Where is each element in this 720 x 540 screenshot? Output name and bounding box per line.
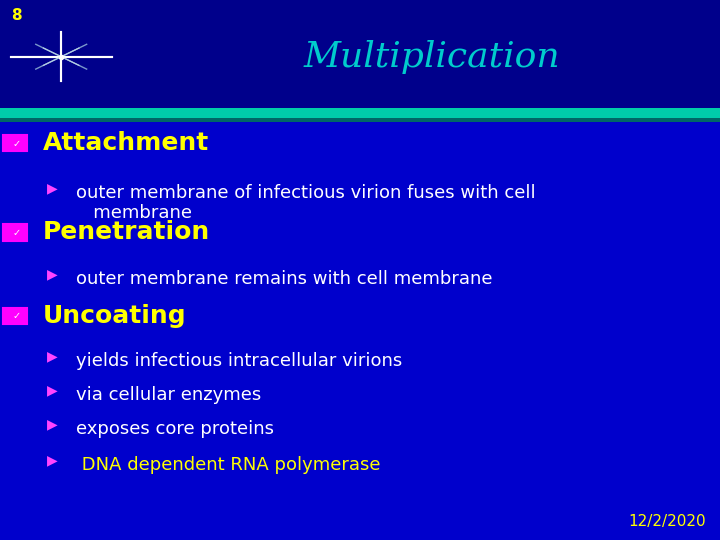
Bar bbox=[0, 118, 720, 122]
FancyBboxPatch shape bbox=[3, 135, 27, 151]
Text: Penetration: Penetration bbox=[43, 220, 210, 244]
Text: via cellular enzymes: via cellular enzymes bbox=[76, 386, 261, 404]
Text: ▶: ▶ bbox=[47, 454, 58, 468]
Text: Multiplication: Multiplication bbox=[304, 40, 560, 73]
Bar bbox=[0, 108, 720, 118]
Text: Uncoating: Uncoating bbox=[43, 304, 186, 328]
Text: ▶: ▶ bbox=[47, 267, 58, 281]
Text: ▶: ▶ bbox=[47, 349, 58, 363]
Text: DNA dependent RNA polymerase: DNA dependent RNA polymerase bbox=[76, 456, 380, 474]
Text: ▶: ▶ bbox=[47, 417, 58, 431]
Text: outer membrane of infectious virion fuses with cell
   membrane: outer membrane of infectious virion fuse… bbox=[76, 184, 535, 222]
Text: outer membrane remains with cell membrane: outer membrane remains with cell membran… bbox=[76, 270, 492, 288]
Text: yields infectious intracellular virions: yields infectious intracellular virions bbox=[76, 352, 402, 370]
Text: 8: 8 bbox=[11, 8, 22, 23]
FancyBboxPatch shape bbox=[3, 224, 27, 240]
Text: ▶: ▶ bbox=[47, 181, 58, 195]
Text: ✓: ✓ bbox=[12, 312, 20, 321]
Text: exposes core proteins: exposes core proteins bbox=[76, 420, 274, 438]
Text: Attachment: Attachment bbox=[43, 131, 210, 155]
Text: 12/2/2020: 12/2/2020 bbox=[628, 514, 706, 529]
Bar bbox=[0, 0, 720, 118]
Text: ▶: ▶ bbox=[47, 383, 58, 397]
FancyBboxPatch shape bbox=[3, 308, 27, 324]
Text: ✓: ✓ bbox=[12, 228, 20, 238]
Text: ✓: ✓ bbox=[12, 139, 20, 148]
